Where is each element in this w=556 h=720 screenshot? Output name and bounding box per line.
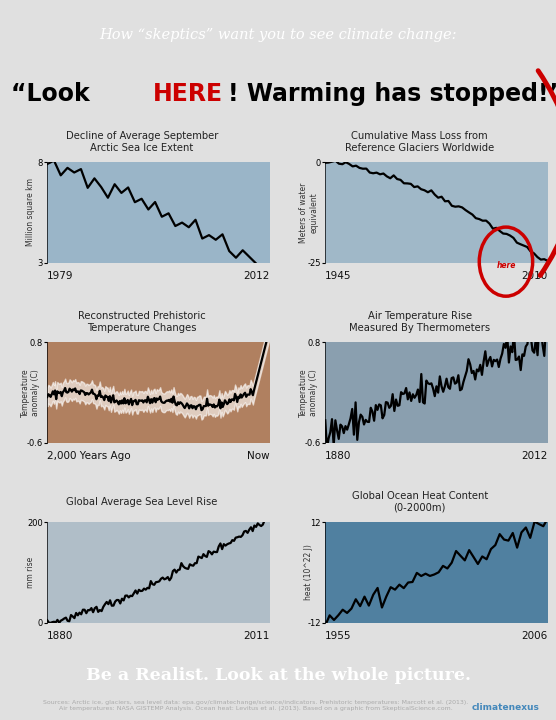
Text: Reconstructed Prehistoric
Temperature Changes: Reconstructed Prehistoric Temperature Ch… (78, 311, 206, 333)
Text: Cumulative Mass Loss from
Reference Glaciers Worldwide: Cumulative Mass Loss from Reference Glac… (345, 132, 494, 153)
Text: 1880: 1880 (325, 451, 351, 461)
Text: 1979: 1979 (47, 271, 74, 281)
Text: 2006: 2006 (522, 631, 548, 641)
Text: here: here (497, 261, 515, 270)
Text: Air Temperature Rise
Measured By Thermometers: Air Temperature Rise Measured By Thermom… (349, 311, 490, 333)
Text: 2011: 2011 (244, 631, 270, 641)
FancyArrowPatch shape (538, 71, 556, 275)
Text: Now: Now (247, 451, 270, 461)
Text: climatenexus: climatenexus (472, 703, 540, 711)
Text: Global Average Sea Level Rise: Global Average Sea Level Rise (66, 498, 217, 507)
Text: Sources: Arctic ice, glaciers, sea level data: epa.gov/climatechange/science/ind: Sources: Arctic ice, glaciers, sea level… (43, 701, 468, 711)
Text: Meters of water
equivalent: Meters of water equivalent (299, 182, 318, 243)
Text: 2012: 2012 (522, 451, 548, 461)
Text: Global Ocean Heat Content
(0-2000m): Global Ocean Heat Content (0-2000m) (351, 492, 488, 513)
Text: How “skeptics” want you to see climate change:: How “skeptics” want you to see climate c… (100, 27, 456, 42)
Text: 1880: 1880 (47, 631, 73, 641)
Text: mm rise: mm rise (26, 557, 35, 588)
Text: 1955: 1955 (325, 631, 352, 641)
Text: Temperature
anomaly (C): Temperature anomaly (C) (299, 368, 318, 417)
Text: 1945: 1945 (325, 271, 352, 281)
Text: Temperature
anomaly (C): Temperature anomaly (C) (21, 368, 40, 417)
Text: heat (10^22 J): heat (10^22 J) (304, 544, 313, 600)
Text: 2,000 Years Ago: 2,000 Years Ago (47, 451, 131, 461)
Text: Decline of Average September
Arctic Sea Ice Extent: Decline of Average September Arctic Sea … (66, 132, 218, 153)
Text: HERE: HERE (153, 81, 223, 106)
Text: “Look: “Look (11, 81, 98, 106)
Text: Million square km: Million square km (26, 179, 35, 246)
Text: 2010: 2010 (522, 271, 548, 281)
Text: 2012: 2012 (244, 271, 270, 281)
Text: ! Warming has stopped!”: ! Warming has stopped!” (228, 81, 556, 106)
Text: Be a Realist. Look at the whole picture.: Be a Realist. Look at the whole picture. (86, 667, 470, 685)
